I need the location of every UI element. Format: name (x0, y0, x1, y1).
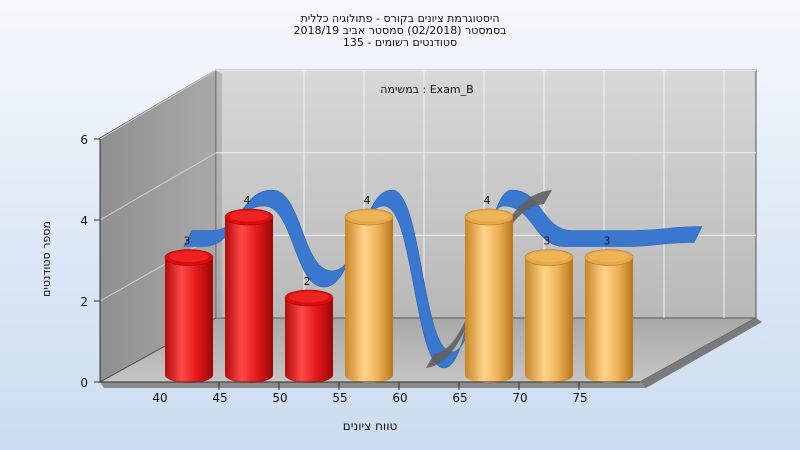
bar-50: 2 (284, 275, 334, 383)
x-tick-label: 70 (512, 391, 527, 405)
bar-top-highlight (589, 251, 629, 262)
chart-annotation: במשימה : Exam_B (380, 83, 473, 96)
bar-body (285, 298, 333, 383)
bar-top-highlight (169, 251, 209, 262)
bar-65: 4 (464, 194, 514, 383)
bar-top-highlight (529, 251, 569, 262)
chart-title-line-3: סטודנטים רשומים - 135 (342, 36, 458, 49)
x-tick-label: 55 (332, 391, 347, 405)
y-tick-label: 4 (80, 214, 88, 228)
y-tick-label: 2 (80, 295, 88, 309)
bar-value-label: 4 (484, 194, 491, 207)
bar-value-label: 4 (364, 194, 371, 207)
floor-edge-shadow (640, 318, 762, 388)
bar-55: 4 (344, 194, 394, 383)
bar-value-label: 4 (244, 194, 251, 207)
bar-body (345, 217, 393, 383)
chart-title-line-1: היסטוגרמת ציונים בקורס - פתולוגיה כללית (300, 12, 500, 25)
x-axis-label: טווח ציונים (343, 419, 398, 433)
bar-body (525, 257, 573, 383)
bar-40: 3 (164, 235, 214, 383)
chart-title-line-2: בסמסטר (02/2018) סמסטר אביב 2018/19 (293, 24, 507, 37)
bar-body (225, 217, 273, 383)
bar-top-highlight (289, 291, 329, 303)
bar-body (585, 257, 633, 383)
bar-value-label: 3 (184, 235, 191, 248)
x-tick-label: 50 (272, 391, 287, 405)
bar-value-label: 3 (544, 235, 551, 248)
x-tick-label: 40 (152, 391, 167, 405)
trend-ribbon (183, 189, 703, 369)
bar-top-highlight (469, 210, 509, 222)
bar-value-label: 3 (604, 235, 611, 248)
x-tick-label: 60 (392, 391, 407, 405)
wall-edge (216, 70, 222, 318)
floor-front-shadow (100, 382, 646, 388)
bar-top-highlight (229, 210, 269, 222)
y-tick-label: 0 (80, 376, 88, 390)
grid-line (99, 69, 217, 140)
bar-body (165, 257, 213, 383)
grid-line (99, 152, 217, 221)
y-axis-label: מספר סטודנטים (40, 221, 53, 297)
x-tick-label: 75 (572, 391, 587, 405)
bar-top-highlight (349, 210, 389, 222)
bar-body (465, 217, 513, 383)
y-tick-label: 6 (80, 133, 88, 147)
bar-75: 3 (584, 235, 634, 383)
bar-70: 3 (524, 235, 574, 383)
x-tick-label: 65 (452, 391, 467, 405)
x-tick-label: 45 (212, 391, 227, 405)
bar-value-label: 2 (304, 275, 311, 288)
bar-45: 4 (224, 194, 274, 383)
